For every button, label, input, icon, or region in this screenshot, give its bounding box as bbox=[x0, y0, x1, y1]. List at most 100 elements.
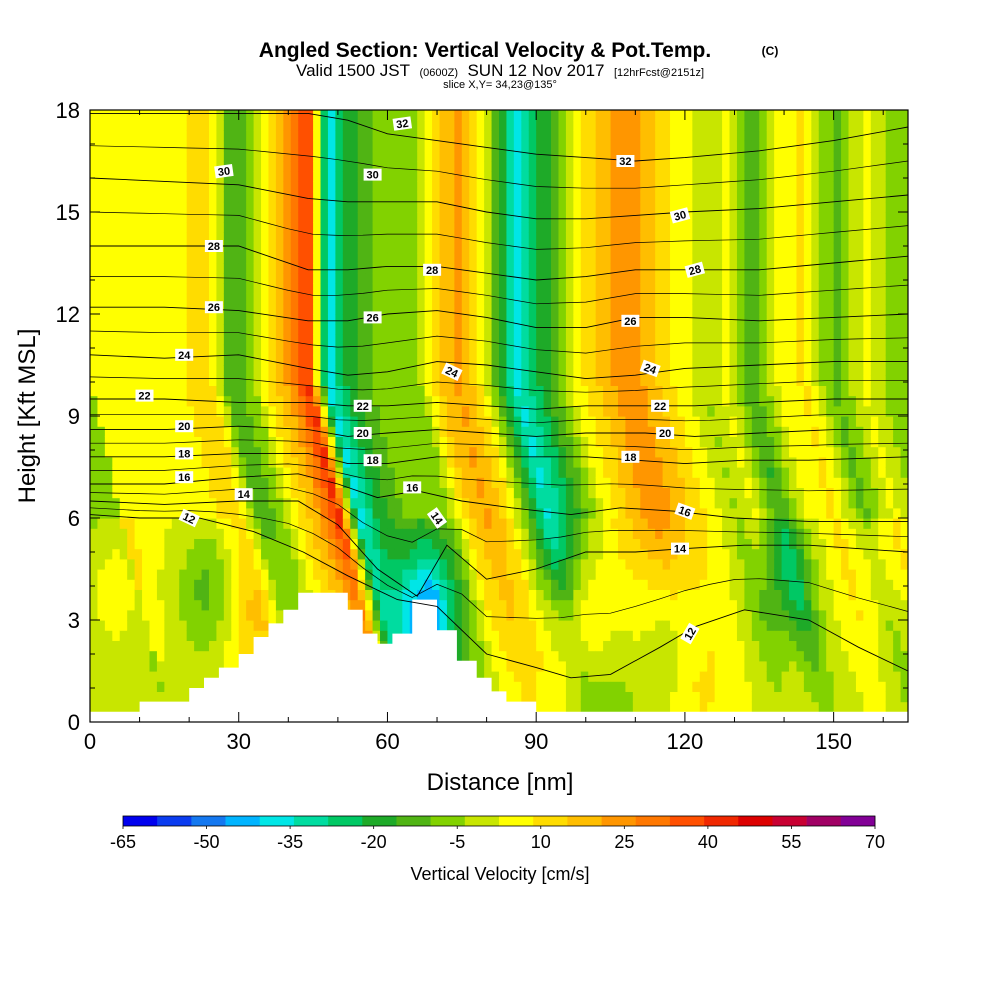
velocity-cell bbox=[164, 671, 173, 682]
velocity-cell bbox=[469, 446, 478, 458]
velocity-cell bbox=[439, 140, 448, 152]
velocity-cell bbox=[662, 252, 671, 264]
velocity-cell bbox=[699, 334, 708, 346]
velocity-cell bbox=[365, 242, 374, 254]
velocity-cell bbox=[432, 375, 441, 386]
velocity-cell bbox=[231, 538, 240, 550]
velocity-cell bbox=[402, 273, 411, 284]
velocity-cell bbox=[171, 681, 180, 692]
velocity-cell bbox=[536, 660, 545, 672]
velocity-cell bbox=[670, 446, 679, 458]
velocity-cell bbox=[677, 252, 686, 264]
velocity-cell bbox=[625, 344, 634, 356]
velocity-cell bbox=[164, 558, 173, 570]
velocity-cell bbox=[580, 252, 589, 264]
velocity-cell bbox=[156, 548, 165, 560]
velocity-cell bbox=[491, 660, 500, 672]
velocity-cell bbox=[149, 640, 158, 652]
velocity-cell bbox=[387, 487, 396, 499]
velocity-cell bbox=[127, 273, 136, 284]
velocity-cell bbox=[558, 140, 567, 152]
velocity-cell bbox=[104, 303, 113, 315]
velocity-cell bbox=[112, 110, 121, 121]
velocity-cell bbox=[134, 242, 143, 254]
velocity-cell bbox=[469, 375, 478, 386]
velocity-cell bbox=[677, 201, 686, 213]
velocity-cell bbox=[372, 518, 381, 529]
velocity-cell bbox=[186, 609, 195, 621]
velocity-cell bbox=[491, 456, 500, 468]
velocity-cell bbox=[127, 691, 136, 703]
velocity-cell bbox=[142, 609, 151, 621]
velocity-cell bbox=[171, 120, 180, 131]
velocity-cell bbox=[677, 283, 686, 295]
velocity-cell bbox=[506, 538, 515, 550]
velocity-cell bbox=[684, 181, 693, 193]
velocity-cell bbox=[446, 477, 455, 488]
velocity-cell bbox=[394, 416, 403, 427]
velocity-cell bbox=[179, 681, 188, 692]
velocity-cell bbox=[127, 650, 136, 662]
velocity-cell bbox=[164, 314, 173, 325]
velocity-cell bbox=[588, 191, 597, 203]
velocity-cell bbox=[513, 110, 522, 121]
velocity-cell bbox=[134, 252, 143, 264]
velocity-cell bbox=[670, 620, 679, 631]
velocity-cell bbox=[305, 314, 314, 325]
velocity-cell bbox=[692, 283, 701, 295]
velocity-cell bbox=[454, 375, 463, 386]
velocity-cell bbox=[439, 538, 448, 550]
velocity-cell bbox=[677, 242, 686, 254]
velocity-cell bbox=[454, 150, 463, 162]
velocity-cell bbox=[603, 120, 612, 131]
velocity-cell bbox=[588, 497, 597, 509]
velocity-cell bbox=[350, 252, 359, 264]
velocity-cell bbox=[506, 660, 515, 672]
velocity-cell bbox=[350, 599, 359, 611]
velocity-cell bbox=[238, 273, 247, 284]
velocity-cell bbox=[387, 354, 396, 366]
velocity-cell bbox=[313, 375, 322, 386]
velocity-cell bbox=[90, 538, 99, 550]
velocity-cell bbox=[573, 283, 582, 295]
velocity-cell bbox=[699, 436, 708, 448]
velocity-cell bbox=[677, 416, 686, 427]
velocity-cell bbox=[238, 344, 247, 356]
velocity-cell bbox=[97, 507, 106, 519]
velocity-cell bbox=[461, 171, 470, 182]
velocity-cell bbox=[246, 283, 255, 295]
velocity-cell bbox=[543, 293, 552, 305]
velocity-cell bbox=[528, 385, 537, 397]
velocity-cell bbox=[684, 232, 693, 244]
velocity-cell bbox=[491, 436, 500, 448]
velocity-cell bbox=[149, 416, 158, 427]
velocity-cell bbox=[164, 385, 173, 397]
velocity-cell bbox=[402, 558, 411, 570]
velocity-cell bbox=[335, 232, 344, 244]
velocity-cell bbox=[127, 538, 136, 550]
velocity-cell bbox=[603, 446, 612, 458]
velocity-cell bbox=[610, 416, 619, 427]
velocity-cell bbox=[536, 252, 545, 264]
velocity-cell bbox=[387, 599, 396, 611]
velocity-cell bbox=[149, 130, 158, 142]
velocity-cell bbox=[394, 620, 403, 631]
velocity-cell bbox=[625, 507, 634, 519]
velocity-cell bbox=[290, 283, 299, 295]
velocity-cell bbox=[684, 150, 693, 162]
velocity-cell bbox=[625, 426, 634, 437]
velocity-cell bbox=[380, 446, 389, 458]
velocity-cell bbox=[253, 558, 262, 570]
velocity-cell bbox=[142, 416, 151, 427]
velocity-cell bbox=[268, 569, 277, 580]
velocity-cell bbox=[610, 263, 619, 274]
velocity-cell bbox=[208, 263, 218, 274]
velocity-cell bbox=[275, 609, 284, 621]
velocity-cell bbox=[134, 405, 143, 417]
velocity-cell bbox=[640, 334, 649, 346]
velocity-cell bbox=[446, 303, 455, 315]
velocity-cell bbox=[127, 405, 136, 417]
velocity-cell bbox=[565, 385, 574, 397]
velocity-cell bbox=[171, 191, 180, 203]
velocity-cell bbox=[231, 395, 240, 407]
